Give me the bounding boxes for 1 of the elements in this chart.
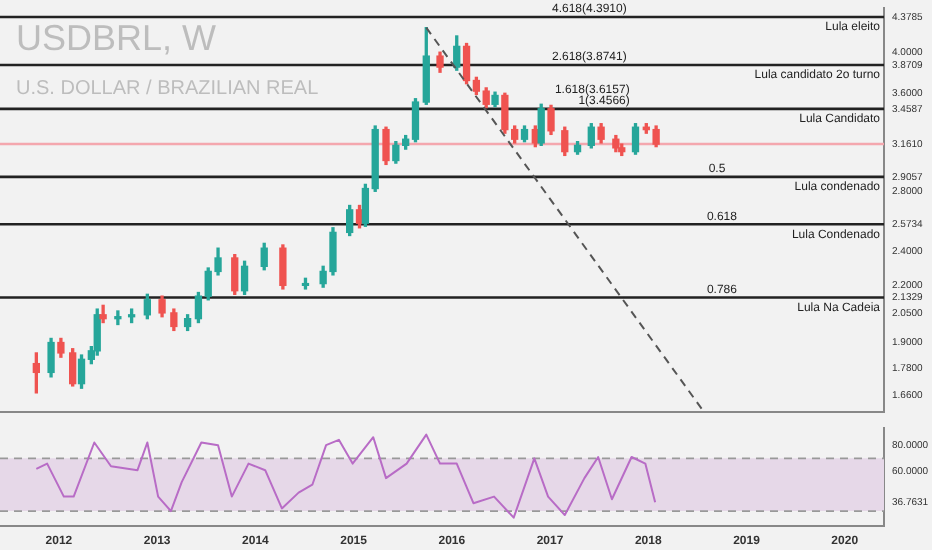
candlestick: [114, 310, 122, 326]
